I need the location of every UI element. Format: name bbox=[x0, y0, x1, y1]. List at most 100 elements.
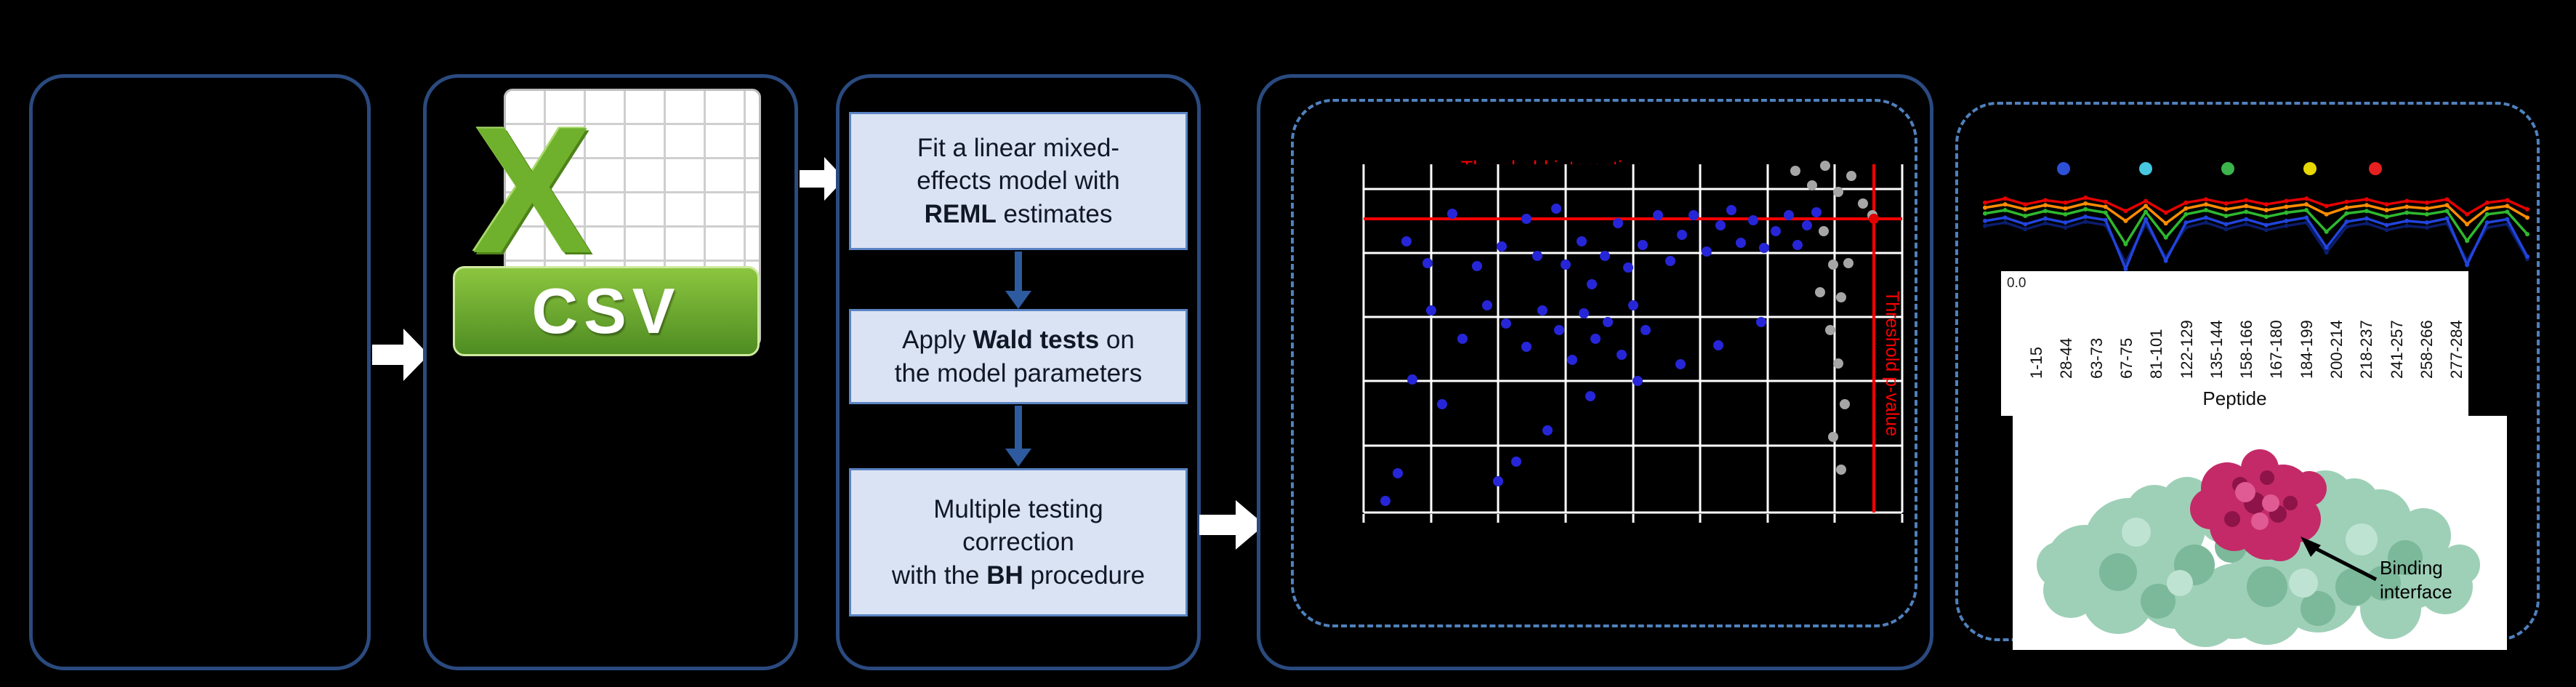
scatter-point-blue bbox=[1792, 239, 1803, 250]
series-blue-marker bbox=[2183, 220, 2189, 225]
scatter-point-blue bbox=[1759, 243, 1770, 254]
scatter-point-blue bbox=[1501, 318, 1512, 329]
series-green-marker bbox=[2424, 212, 2429, 217]
series-blue-marker bbox=[2304, 215, 2309, 220]
series-blue-marker bbox=[2484, 220, 2490, 225]
scatter-point-gray bbox=[1828, 432, 1839, 443]
series-red-marker bbox=[2424, 200, 2429, 205]
series-green-marker bbox=[1983, 211, 1987, 216]
grid-line bbox=[1497, 164, 1500, 513]
scatter-point-blue bbox=[1675, 359, 1686, 370]
series-navy bbox=[1984, 220, 2529, 265]
peptide-tick-label: 28-44 bbox=[2057, 337, 2076, 379]
series-orange-marker bbox=[2083, 201, 2088, 206]
series-navy-marker bbox=[2424, 225, 2429, 230]
grid-line bbox=[1364, 252, 1902, 254]
series-navy-marker bbox=[2023, 227, 2028, 232]
series-red-marker bbox=[2244, 198, 2249, 203]
legend-dot bbox=[2369, 162, 2382, 175]
interaction-scatter-plot bbox=[1362, 161, 1904, 523]
flow-arrow-down-icon bbox=[1005, 252, 1031, 309]
peptide-tick-label: 67-75 bbox=[2117, 337, 2136, 379]
series-blue-marker bbox=[2324, 245, 2329, 250]
series-red-marker bbox=[2183, 200, 2189, 205]
axis-tick bbox=[1699, 514, 1702, 523]
scatter-point-gray bbox=[1818, 226, 1829, 237]
series-red-marker bbox=[2505, 198, 2510, 203]
series-blue-marker bbox=[2404, 218, 2410, 223]
grid-line bbox=[1901, 164, 1904, 513]
series-navy-marker bbox=[2344, 224, 2349, 229]
scatter-point-gray bbox=[1806, 180, 1817, 191]
csv-banner: CSV bbox=[453, 266, 760, 356]
step-text: Fit a linear mixed-effects model with REM… bbox=[917, 133, 1120, 228]
series-orange-marker bbox=[2465, 222, 2470, 227]
series-orange-marker bbox=[2444, 203, 2450, 208]
series-red-marker bbox=[2384, 202, 2389, 207]
series-orange-marker bbox=[2163, 221, 2168, 226]
threshold-pvalue-line bbox=[1872, 164, 1876, 513]
protein-structure-image bbox=[2037, 449, 2480, 647]
series-orange-marker bbox=[1983, 205, 1987, 210]
scatter-point-blue bbox=[1481, 300, 1492, 311]
series-orange-marker bbox=[2003, 202, 2008, 207]
series-red-marker bbox=[2103, 199, 2108, 204]
series-green-marker bbox=[2003, 208, 2008, 213]
scatter-point-blue bbox=[1652, 209, 1663, 220]
flow-arrow-right-icon bbox=[800, 157, 845, 201]
scatter-point-blue bbox=[1801, 220, 1812, 230]
series-green bbox=[1984, 208, 2529, 247]
series-green-marker bbox=[2163, 235, 2168, 240]
excel-x-logo: X bbox=[472, 89, 592, 291]
results-dashed-frame bbox=[1291, 99, 1917, 627]
scatter-point-gray bbox=[1836, 465, 1847, 475]
axis-tick bbox=[1430, 514, 1433, 523]
scatter-point-gray bbox=[1836, 292, 1847, 302]
flow-arrow-down-icon bbox=[1005, 406, 1031, 467]
series-green-marker bbox=[2042, 209, 2048, 214]
binding-interface-arrow-icon bbox=[2301, 537, 2378, 582]
csv-file-icon: X CSV bbox=[447, 86, 761, 377]
scatter-point-blue bbox=[1770, 226, 1781, 237]
series-orange-marker bbox=[2183, 206, 2189, 211]
scatter-point-blue bbox=[1537, 305, 1547, 316]
peptide-tick-label: 135-144 bbox=[2207, 320, 2226, 379]
scatter-point-blue bbox=[1425, 305, 1436, 316]
scatter-point-blue bbox=[1784, 209, 1795, 220]
series-orange-marker bbox=[2023, 206, 2028, 212]
grid-line bbox=[1699, 164, 1702, 513]
scatter-point-blue bbox=[1616, 350, 1627, 360]
y-axis-tick-label: 0.0 bbox=[2007, 276, 2026, 291]
scatter-point-gray bbox=[1815, 287, 1826, 298]
series-red-marker bbox=[2304, 196, 2309, 201]
scatter-point-blue bbox=[1627, 300, 1638, 311]
scatter-point-blue bbox=[1566, 354, 1577, 365]
flow-arrow-right-icon bbox=[1199, 500, 1265, 550]
series-navy-marker bbox=[2003, 220, 2008, 225]
scatter-point-blue bbox=[1676, 230, 1687, 241]
series-blue-marker bbox=[2505, 217, 2510, 222]
axis-tick bbox=[1833, 514, 1836, 523]
scatter-point-blue bbox=[1590, 333, 1601, 344]
step-text: Apply Wald tests on the model parameters bbox=[894, 326, 1143, 387]
scatter-point-blue bbox=[1560, 259, 1571, 270]
series-red-marker bbox=[1983, 200, 1987, 205]
peptide-tick-label: 158-166 bbox=[2237, 320, 2256, 379]
scatter-point-blue bbox=[1747, 214, 1758, 225]
series-navy-marker bbox=[2083, 220, 2088, 225]
peptide-tick-label: 167-180 bbox=[2267, 320, 2286, 379]
series-orange-marker bbox=[2263, 208, 2269, 213]
step-text: Multiple testing correction with the BH pr… bbox=[891, 494, 1146, 590]
series-red-marker bbox=[2525, 206, 2529, 212]
series-orange-marker bbox=[2384, 208, 2389, 213]
threshold-interaction-line bbox=[1364, 217, 1902, 220]
grid-line bbox=[1364, 188, 1902, 190]
legend-dot bbox=[2139, 162, 2152, 175]
series-blue-marker bbox=[2223, 222, 2229, 227]
scatter-point-blue bbox=[1702, 246, 1712, 257]
series-blue-marker bbox=[2263, 222, 2269, 228]
peptide-tick-label: 122-129 bbox=[2177, 320, 2196, 379]
scatter-point-gray bbox=[1839, 399, 1850, 410]
scatter-point-gray bbox=[1832, 187, 1843, 198]
scatter-point-blue bbox=[1542, 425, 1553, 435]
